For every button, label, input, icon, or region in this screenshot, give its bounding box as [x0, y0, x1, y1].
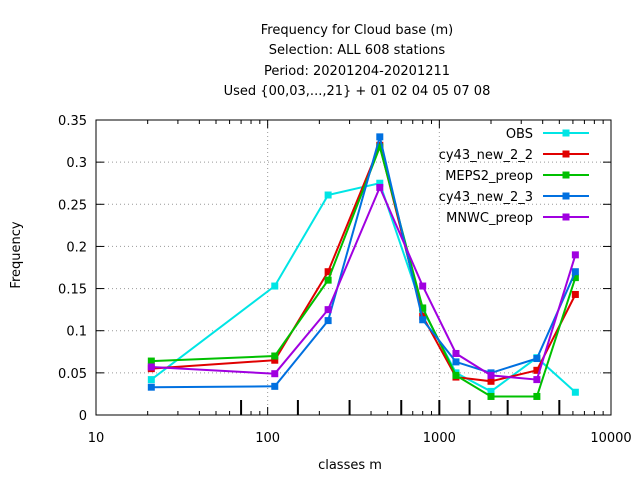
y-tick-label: 0.1 — [66, 325, 87, 340]
data-point — [271, 282, 279, 290]
x-axis-label: classes m — [318, 458, 382, 473]
data-point — [147, 383, 155, 391]
data-point — [452, 349, 460, 357]
data-point — [271, 356, 279, 364]
data-point — [324, 268, 332, 276]
data-point — [376, 143, 384, 151]
x-tick-label: 1000 — [423, 431, 456, 446]
data-point — [147, 376, 155, 384]
legend-marker — [562, 150, 570, 158]
data-point — [571, 251, 579, 259]
chart-title-line-3: Period: 20201204-20201211 — [264, 64, 450, 79]
legend-label: cy43_new_2_3 — [439, 190, 533, 205]
series-MEPS2_preop — [147, 143, 579, 400]
legend-marker — [562, 213, 570, 221]
y-tick-label: 0.2 — [66, 240, 87, 255]
legend-label: MEPS2_preop — [445, 169, 533, 184]
y-tick-label: 0.15 — [58, 283, 87, 298]
data-point — [376, 133, 384, 141]
data-point — [324, 276, 332, 284]
data-point — [571, 274, 579, 282]
data-point — [271, 370, 279, 378]
data-point — [147, 363, 155, 371]
data-point — [324, 191, 332, 199]
data-point — [419, 316, 427, 324]
data-point — [487, 371, 495, 379]
data-point — [487, 387, 495, 395]
data-point — [452, 358, 460, 366]
data-point — [487, 377, 495, 385]
chart-title: Frequency for Cloud base (m) Selection: … — [224, 23, 491, 99]
y-axis-ticks: 0 0.05 0.1 0.15 0.2 0.25 0.3 0.35 — [58, 114, 611, 424]
legend-marker — [562, 129, 570, 137]
x-tick-label: 10000 — [590, 431, 631, 446]
chart-title-line-4: Used {00,03,...,21} + 01 02 04 05 07 08 — [224, 84, 491, 99]
legend-label: OBS — [506, 127, 533, 142]
data-series — [147, 133, 579, 400]
data-point — [419, 304, 427, 312]
class-boundary-marks — [240, 400, 561, 415]
data-point — [533, 366, 541, 374]
legend-label: MNWC_preop — [446, 211, 533, 226]
data-point — [324, 317, 332, 325]
legend-marker — [562, 171, 570, 179]
data-point — [571, 268, 579, 276]
data-point — [487, 392, 495, 400]
y-tick-label: 0 — [79, 409, 87, 424]
y-tick-label: 0.05 — [58, 367, 87, 382]
y-tick-label: 0.3 — [66, 156, 87, 171]
series-MNWC_preop — [147, 183, 579, 384]
legend-label: cy43_new_2_2 — [439, 148, 533, 163]
legend-marker — [562, 192, 570, 200]
data-point — [324, 306, 332, 314]
chart-title-line-2: Selection: ALL 608 stations — [269, 43, 446, 58]
data-point — [147, 357, 155, 365]
data-point — [376, 179, 384, 187]
data-point — [533, 392, 541, 400]
data-point — [533, 376, 541, 384]
y-axis-label: Frequency — [9, 221, 24, 288]
data-point — [571, 290, 579, 298]
plot-frame — [95, 119, 612, 416]
y-tick-label: 0.25 — [58, 198, 87, 213]
data-point — [571, 388, 579, 396]
data-point — [419, 282, 427, 290]
data-point — [271, 382, 279, 390]
y-tick-label: 0.35 — [58, 114, 87, 129]
chart-title-line-1: Frequency for Cloud base (m) — [261, 23, 454, 38]
data-point — [452, 371, 460, 379]
x-tick-label: 10 — [88, 431, 105, 446]
data-point — [533, 355, 541, 363]
x-axis-ticks: 10 100 1000 10000 — [88, 120, 632, 446]
data-point — [271, 352, 279, 360]
data-point — [376, 183, 384, 191]
x-tick-label: 100 — [255, 431, 280, 446]
legend: OBS cy43_new_2_2 MEPS2_preop cy43_new_2_3 MN… — [439, 127, 589, 226]
